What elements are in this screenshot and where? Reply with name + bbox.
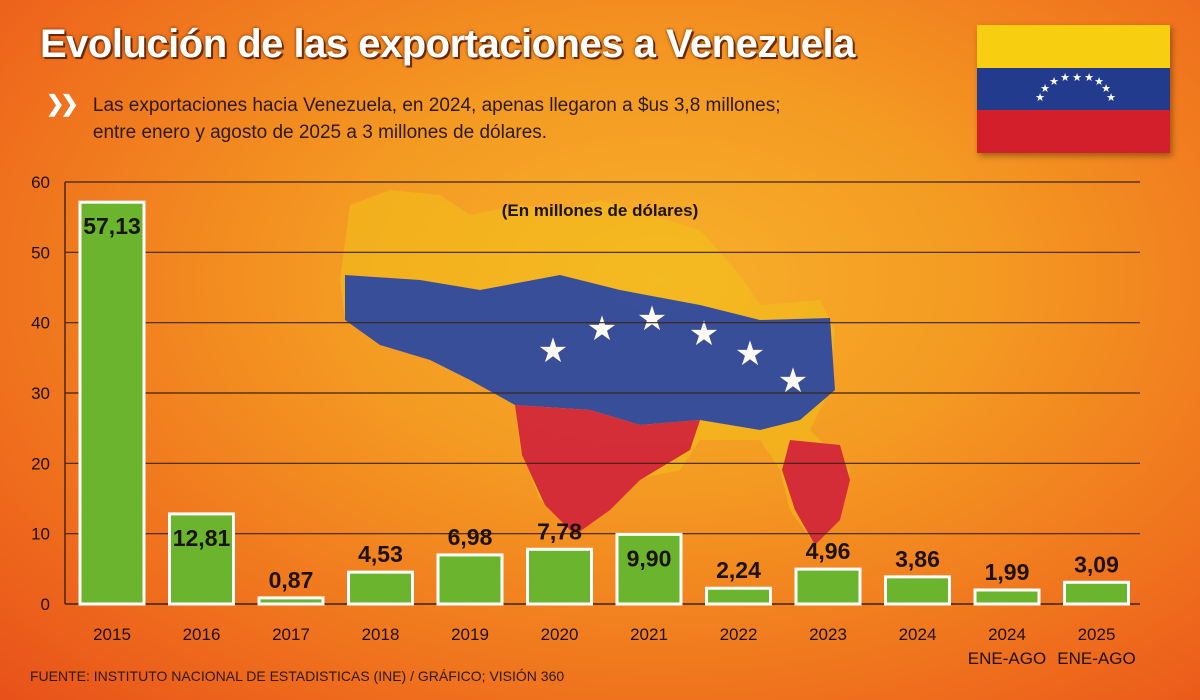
subtitle: ❯❯ Las exportaciones hacia Venezuela, en…: [46, 92, 926, 146]
x-tick-label: 2016: [183, 625, 221, 644]
svg-text:★: ★: [778, 361, 808, 401]
source-note: FUENTE: INSTITUTO NACIONAL DE ESTADISTIC…: [30, 668, 565, 684]
value-label: 3,09: [1074, 551, 1119, 577]
value-label: 4,53: [358, 541, 403, 567]
value-label: 0,87: [269, 567, 314, 593]
value-label: 7,78: [537, 518, 582, 544]
page-title: Evolución de las exportaciones a Venezue…: [40, 22, 855, 66]
x-axis-ticks: 2015 2016 2017 2018 2019 2020 2021 2022 2023 2024…: [93, 625, 1136, 668]
svg-text:★: ★: [1049, 75, 1059, 88]
bars: [78, 200, 1130, 606]
x-tick-label: 2023: [809, 625, 847, 644]
y-tick-label: 10: [31, 525, 50, 544]
x-tick-label: 2018: [362, 625, 400, 644]
y-tick-label: 0: [41, 595, 50, 614]
value-label: 57,13: [83, 213, 141, 239]
bar: [615, 532, 683, 606]
x-tick-label: 2017: [272, 625, 310, 644]
double-chevron-right-icon: ❯❯: [46, 91, 79, 116]
value-label: 1,99: [985, 559, 1030, 585]
svg-text:★: ★: [1101, 82, 1111, 95]
x-tick-label: 2024 ENE-AGO: [968, 625, 1046, 668]
bar: [884, 575, 951, 606]
venezuela-flag: ★ ★ ★ ★ ★ ★ ★ ★ ★: [977, 25, 1170, 153]
svg-text:★: ★: [1106, 91, 1116, 104]
bar: [526, 547, 593, 606]
svg-text:★: ★: [1060, 71, 1070, 84]
svg-text:★: ★: [1035, 91, 1045, 104]
svg-text:★: ★: [689, 314, 719, 354]
bar: [78, 200, 146, 606]
x-tick-label: 2025 ENE-AGO: [1057, 625, 1135, 668]
subtitle-line-2: entre enero y agosto de 2025 a 3 millone…: [92, 122, 548, 143]
bar: [705, 586, 772, 606]
bar: [436, 553, 504, 606]
flag-yellow-band: [977, 25, 1170, 68]
svg-text:★: ★: [538, 331, 568, 371]
svg-text:★: ★: [1084, 71, 1094, 84]
y-tick-label: 20: [31, 454, 50, 473]
bar: [347, 570, 414, 606]
x-tick-label: 2024: [899, 625, 937, 644]
venezuela-map-background: ★ ★ ★ ★ ★ ★: [340, 190, 850, 545]
bar: [1063, 580, 1130, 606]
svg-text:★: ★: [637, 299, 667, 339]
value-label: 4,96: [806, 538, 851, 564]
flag-blue-band: ★ ★ ★ ★ ★ ★ ★ ★ ★: [977, 67, 1170, 111]
y-tick-label: 30: [31, 384, 50, 403]
x-tick-label: 2015: [93, 625, 131, 644]
value-label: 3,86: [895, 546, 940, 572]
value-label: 2,24: [716, 557, 761, 583]
svg-text:★: ★: [735, 334, 765, 374]
value-label: 12,81: [173, 525, 231, 551]
y-tick-label: 50: [31, 243, 50, 262]
bar: [794, 567, 862, 606]
value-label: 9,90: [627, 545, 672, 571]
svg-text:★: ★: [1094, 75, 1104, 88]
y-tick-label: 40: [31, 314, 50, 333]
value-labels: 57,13 12,81 0,87 4,53 6,98 7,78 9,90 2,24 4,96 3,…: [83, 213, 1119, 593]
x-tick-label: 2022: [720, 625, 758, 644]
x-tick-label: 2020: [541, 625, 579, 644]
bar: [973, 588, 1041, 606]
flag-stars-icon: ★★★ ★ ★ ★ ★★★: [1035, 71, 1116, 104]
bar: [257, 596, 325, 606]
bar: [168, 512, 235, 606]
svg-text:★: ★: [1072, 71, 1082, 84]
svg-text:★: ★: [587, 309, 617, 349]
svg-text:★: ★: [1040, 82, 1050, 95]
subtitle-line-1: Las exportaciones hacia Venezuela, en 20…: [92, 95, 781, 116]
flag-red-band: [977, 110, 1170, 153]
value-label: 6,98: [448, 524, 493, 550]
x-tick-label: 2019: [451, 625, 489, 644]
y-tick-label: 60: [31, 173, 50, 192]
x-tick-label: 2021: [630, 625, 668, 644]
gridlines: [64, 181, 1140, 605]
unit-label: (En millones de dólares): [502, 201, 699, 220]
y-axis-ticks: 0 10 20 30 40 50 60: [31, 173, 50, 614]
